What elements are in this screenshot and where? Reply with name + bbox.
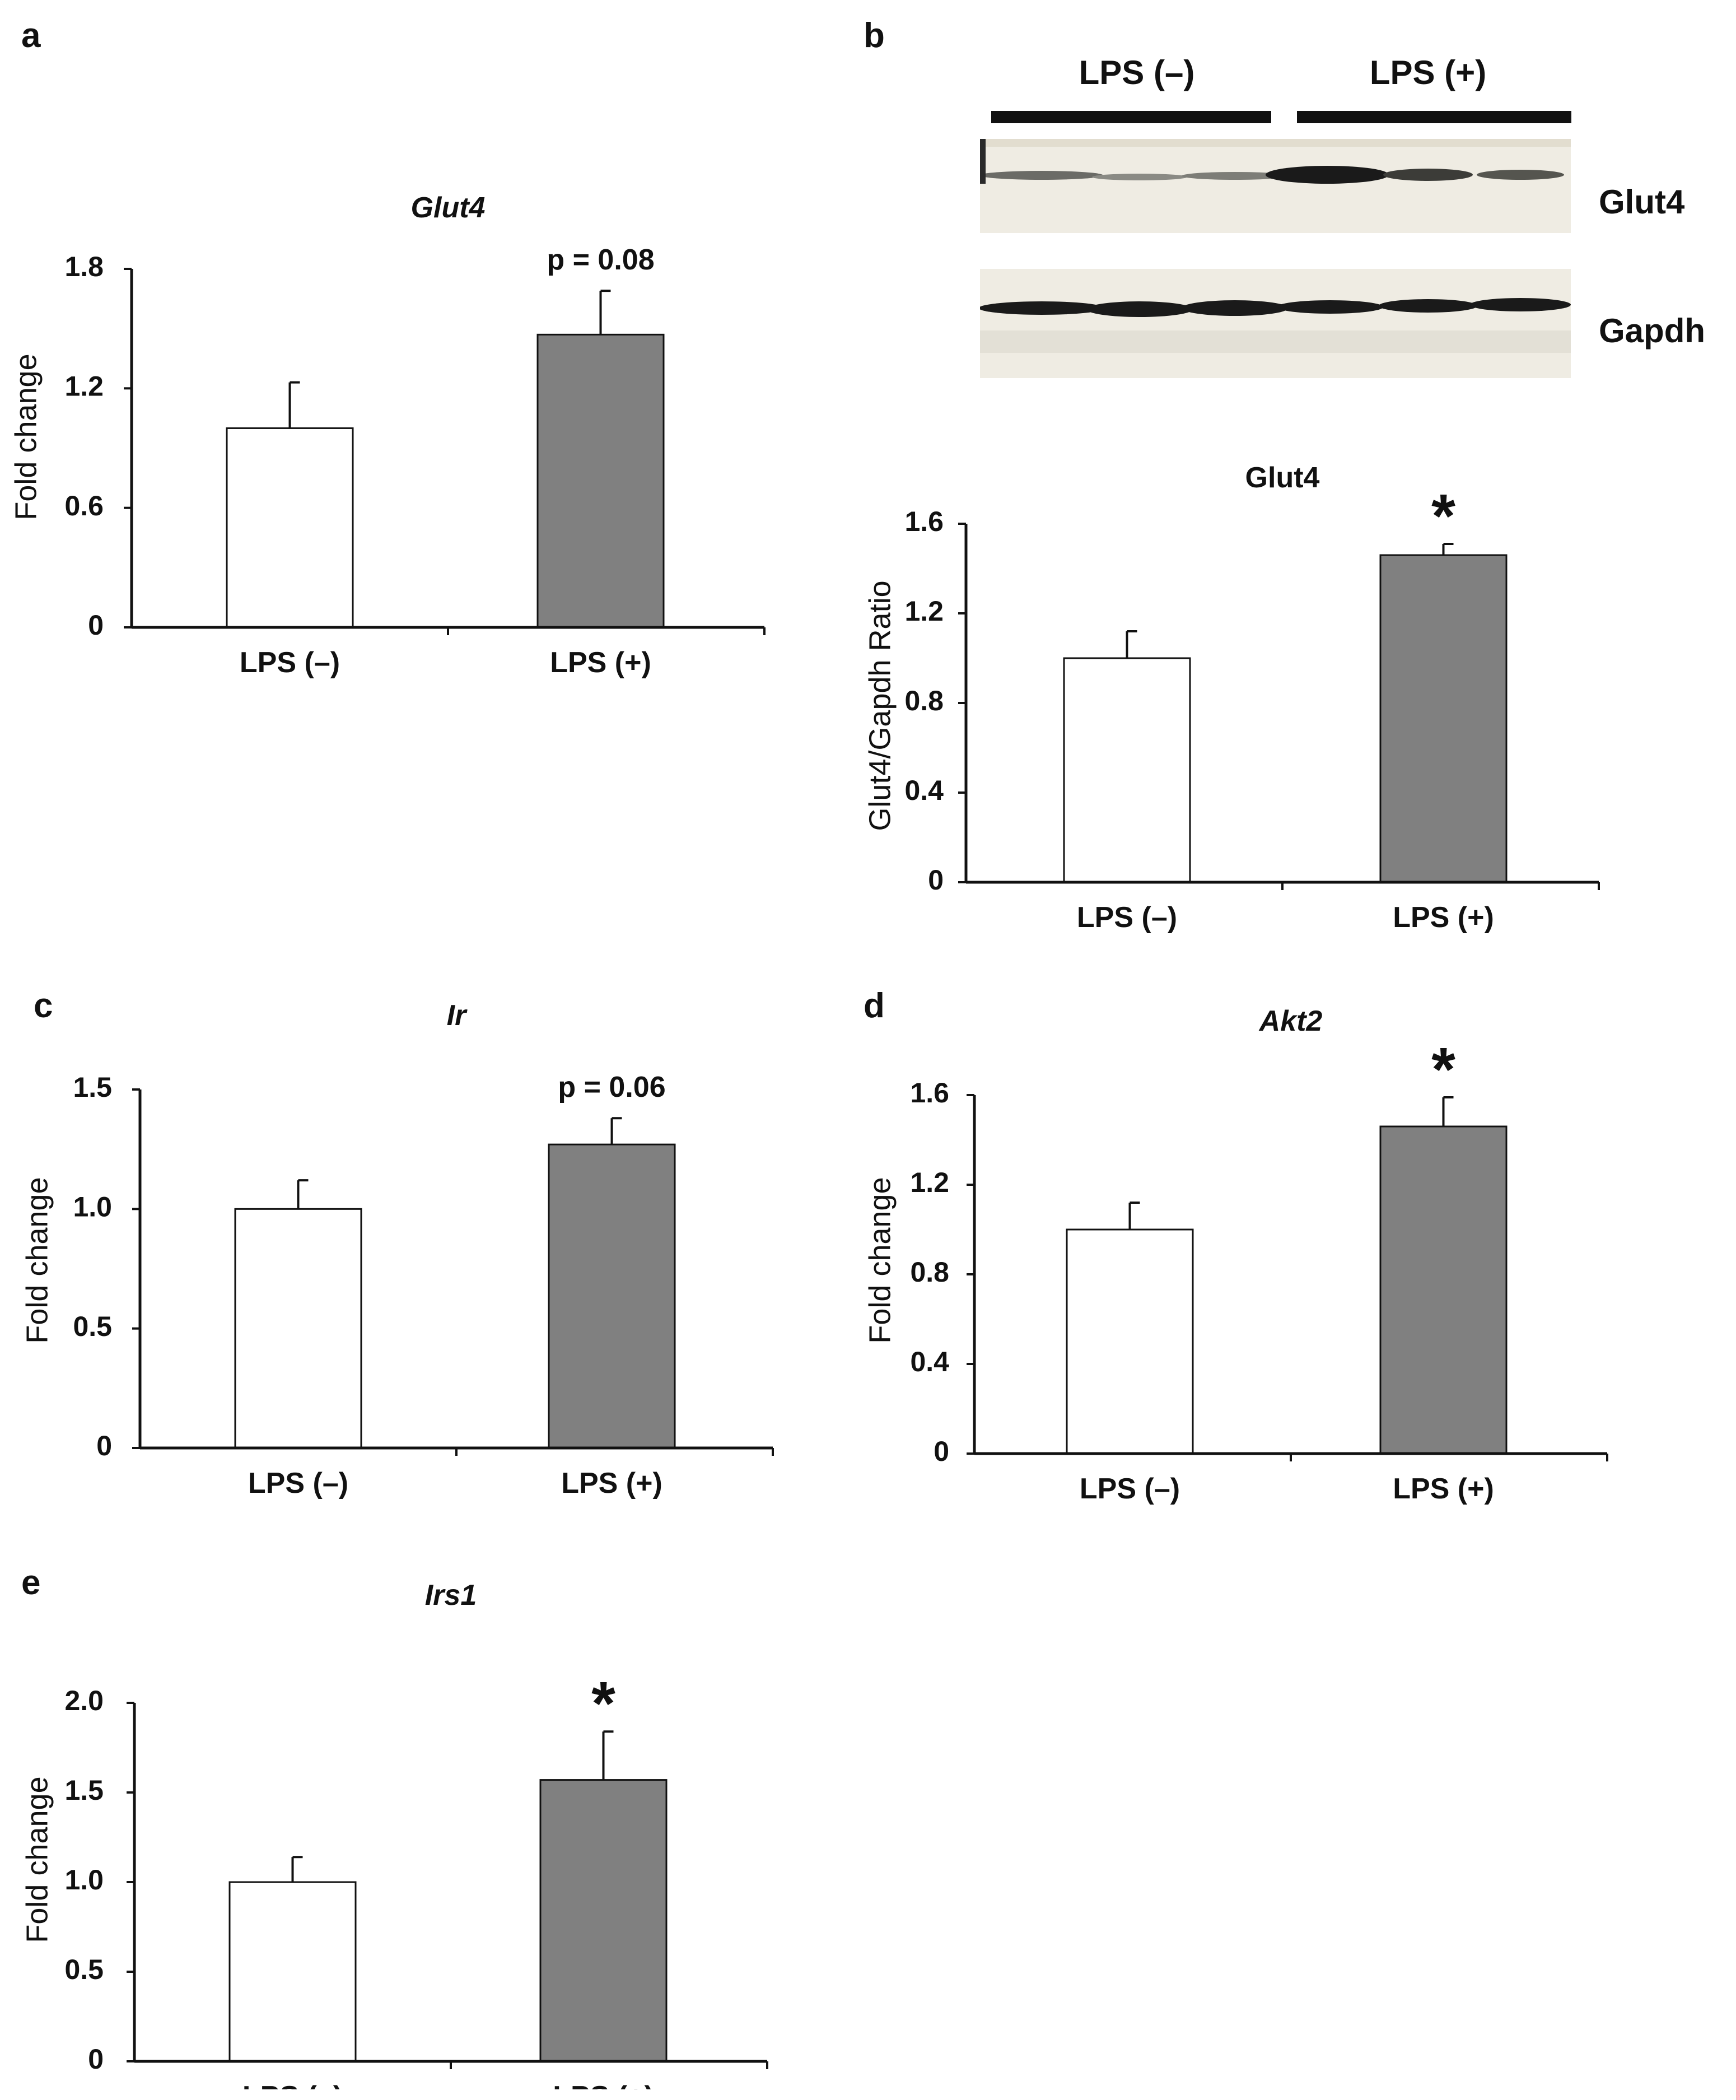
blot-band-glut4-lane6 (1477, 170, 1564, 180)
y-tick-label: 1.0 (64, 1864, 104, 1896)
x-tick-label: LPS (–) (240, 646, 340, 679)
bar-treated (539, 1779, 668, 2062)
bar-control (234, 1208, 362, 1449)
x-tick-label: LPS (–) (248, 1467, 348, 1500)
bar-treated (1379, 554, 1508, 883)
blot-band-glut4-lane1 (980, 171, 1103, 180)
y-tick-label: 0.4 (904, 775, 944, 806)
significance-star: * (591, 1669, 615, 1738)
blot-strip-glut4 (980, 139, 1571, 233)
chart-c: Ir Fold change LPS (–) LPS (+) 0 0.5 1.0 1.5 p =… (20, 999, 774, 1500)
x-tick-label: LPS (+) (553, 2080, 654, 2089)
y-tick-label: 0 (96, 1430, 112, 1461)
y-tick-label: 2.0 (64, 1685, 104, 1716)
bar-control (1066, 1228, 1194, 1455)
y-tick-label: 1.5 (73, 1072, 112, 1103)
y-tick-label: 0.5 (64, 1954, 104, 1985)
blot-band-glut4-lane2 (1092, 174, 1187, 180)
y-axis-label: Fold change (20, 1177, 54, 1343)
blot-label-glut4: Glut4 (1599, 183, 1685, 221)
y-tick-label: 1.2 (64, 371, 104, 402)
y-tick-label: 0.8 (910, 1256, 949, 1288)
y-tick-label: 1.6 (910, 1077, 949, 1109)
y-axis-label: Fold change (9, 353, 43, 520)
panel-letter-a: a (21, 16, 41, 55)
blot-band-glut4-lane4 (1266, 166, 1389, 184)
y-tick-label: 1.2 (910, 1167, 949, 1198)
panel-letter-e: e (21, 1563, 41, 1602)
chart-d: Akt2 Fold change LPS (–) LPS (+) 0 0.4 0.8 1.2 1… (863, 1005, 1608, 1505)
panel-letter-c: c (34, 986, 53, 1025)
blot-group-bar-treated (1297, 111, 1571, 123)
blot-band-glut4-lane3 (1182, 172, 1288, 180)
blot-strip-gapdh (980, 269, 1571, 378)
x-tick-label: LPS (+) (1393, 1473, 1494, 1505)
x-tick-label: LPS (–) (242, 2080, 343, 2089)
y-tick-label: 1.6 (904, 506, 944, 537)
p-value-label: p = 0.08 (547, 244, 654, 276)
x-tick-label: LPS (–) (1077, 901, 1177, 934)
y-tick-label: 0.8 (904, 685, 944, 716)
blot-haze-gapdh (980, 330, 1571, 353)
chart-title: Ir (447, 999, 468, 1032)
x-tick-label: LPS (+) (1393, 901, 1494, 934)
blot-group-bar-control (991, 111, 1271, 123)
bar-control (1063, 657, 1191, 883)
blot-membrane-glut4 (980, 139, 1571, 233)
x-tick-label: LPS (–) (1080, 1473, 1180, 1505)
chart-b: Glut4 Glut4/Gapdh Ratio LPS (–) LPS (+) 0 0.4… (863, 462, 1600, 934)
y-axis-label: Glut4/Gapdh Ratio (863, 580, 897, 831)
blot-membrane-gapdh (980, 269, 1571, 378)
blot-band-gapdh-lane3 (1182, 300, 1288, 316)
y-tick-label: 0.6 (64, 490, 104, 521)
y-tick-label: 0 (934, 1436, 949, 1467)
y-tick-label: 1.0 (73, 1191, 112, 1223)
blot-band-gapdh-lane4 (1277, 300, 1383, 314)
blot-artifact-left (980, 139, 986, 184)
blot-group-label-treated: LPS (+) (1369, 54, 1487, 91)
blot-group-label-control: LPS (–) (1079, 54, 1195, 91)
blot-band-gapdh-lane2 (1086, 301, 1193, 317)
blot-band-gapdh-lane1 (980, 301, 1104, 315)
bar-treated (548, 1143, 676, 1449)
y-axis-label: Fold change (20, 1776, 54, 1943)
x-tick-label: LPS (+) (550, 646, 651, 679)
blot-label-gapdh: Gapdh (1599, 312, 1705, 350)
y-tick-label: 1.5 (64, 1775, 104, 1806)
chart-a: Glut4 Fold change LPS (–) LPS (+) 0 0.6 1.2 1.8… (9, 192, 766, 679)
panel-letter-d: d (864, 986, 885, 1025)
chart-title: Akt2 (1258, 1005, 1323, 1037)
y-tick-label: 1.2 (904, 595, 944, 627)
significance-star: * (1431, 482, 1455, 551)
y-tick-label: 0.4 (910, 1346, 949, 1377)
chart-title: Irs1 (425, 1579, 477, 1612)
panel-letter-b: b (864, 16, 885, 55)
chart-title: Glut4 (1245, 462, 1320, 494)
y-tick-label: 0 (88, 609, 104, 641)
bar-treated (536, 333, 665, 628)
blot-membrane-glut4-edge (980, 139, 1571, 147)
bar-treated (1379, 1125, 1508, 1455)
chart-e: Irs1 Fold change LPS (–) LPS (+) 0 0.5 1.0 1.5 2… (20, 1579, 768, 2089)
blot-band-gapdh-lane6 (1470, 298, 1571, 311)
blot-band-glut4-lane5 (1383, 169, 1473, 181)
p-value-label: p = 0.06 (558, 1071, 665, 1103)
y-axis-label: Fold change (863, 1177, 897, 1343)
y-tick-label: 0 (928, 864, 944, 896)
bar-control (228, 1881, 357, 2062)
significance-star: * (1431, 1035, 1455, 1104)
x-tick-label: LPS (+) (561, 1467, 662, 1500)
blot-band-gapdh-lane5 (1379, 299, 1477, 313)
bar-control (226, 427, 354, 628)
y-tick-label: 0.5 (73, 1311, 112, 1342)
chart-title: Glut4 (411, 192, 486, 224)
y-tick-label: 0 (88, 2043, 104, 2075)
y-tick-label: 1.8 (64, 251, 104, 282)
